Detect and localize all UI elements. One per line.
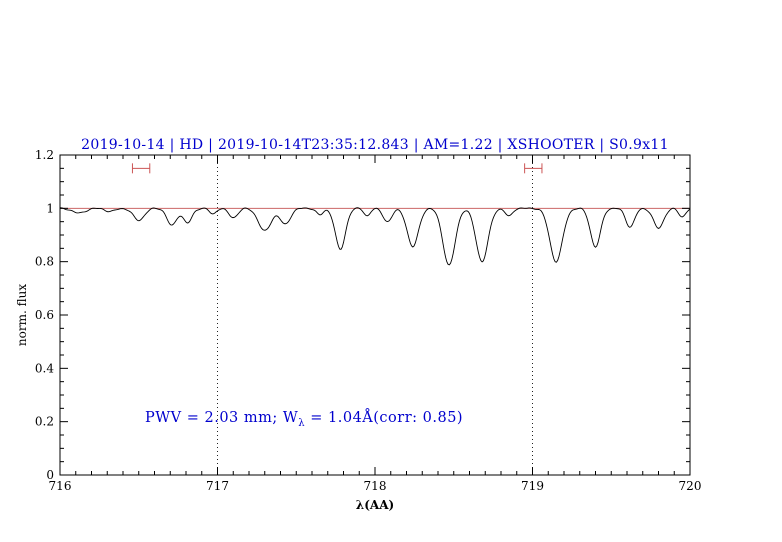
annotation-lambda-sub: λ — [298, 417, 306, 429]
y-tick-label: 0.4 — [35, 361, 54, 375]
pwv-annotation: PWV = 2.03 mm; Wλ = 1.04Å(corr: 0.85) — [145, 410, 463, 429]
plot-title: 2019-10-14 | HD | 2019-10-14T23:35:12.84… — [81, 137, 669, 153]
y-tick-label: 0.6 — [35, 308, 54, 322]
annotation-suffix: = 1.04Å(corr: 0.85) — [305, 410, 464, 426]
y-tick-label: 1 — [46, 201, 54, 215]
y-axis-label: norm. flux — [15, 283, 29, 347]
plot-frame — [59, 154, 691, 476]
spectrum-curve — [59, 207, 691, 266]
y-tick-label: 0.2 — [35, 415, 54, 429]
annotation-prefix: PWV = 2.03 mm; W — [145, 410, 299, 426]
y-tick-label: 1.2 — [35, 148, 54, 162]
x-tick-label: 716 — [49, 479, 72, 493]
x-tick-label: 718 — [364, 479, 387, 493]
x-tick-label: 719 — [521, 479, 544, 493]
x-tick-label: 720 — [679, 479, 702, 493]
y-tick-label: 0.8 — [35, 255, 54, 269]
x-tick-label: 717 — [206, 479, 229, 493]
x-axis-label: λ(AA) — [355, 498, 395, 512]
y-tick-label: 0 — [46, 468, 54, 482]
